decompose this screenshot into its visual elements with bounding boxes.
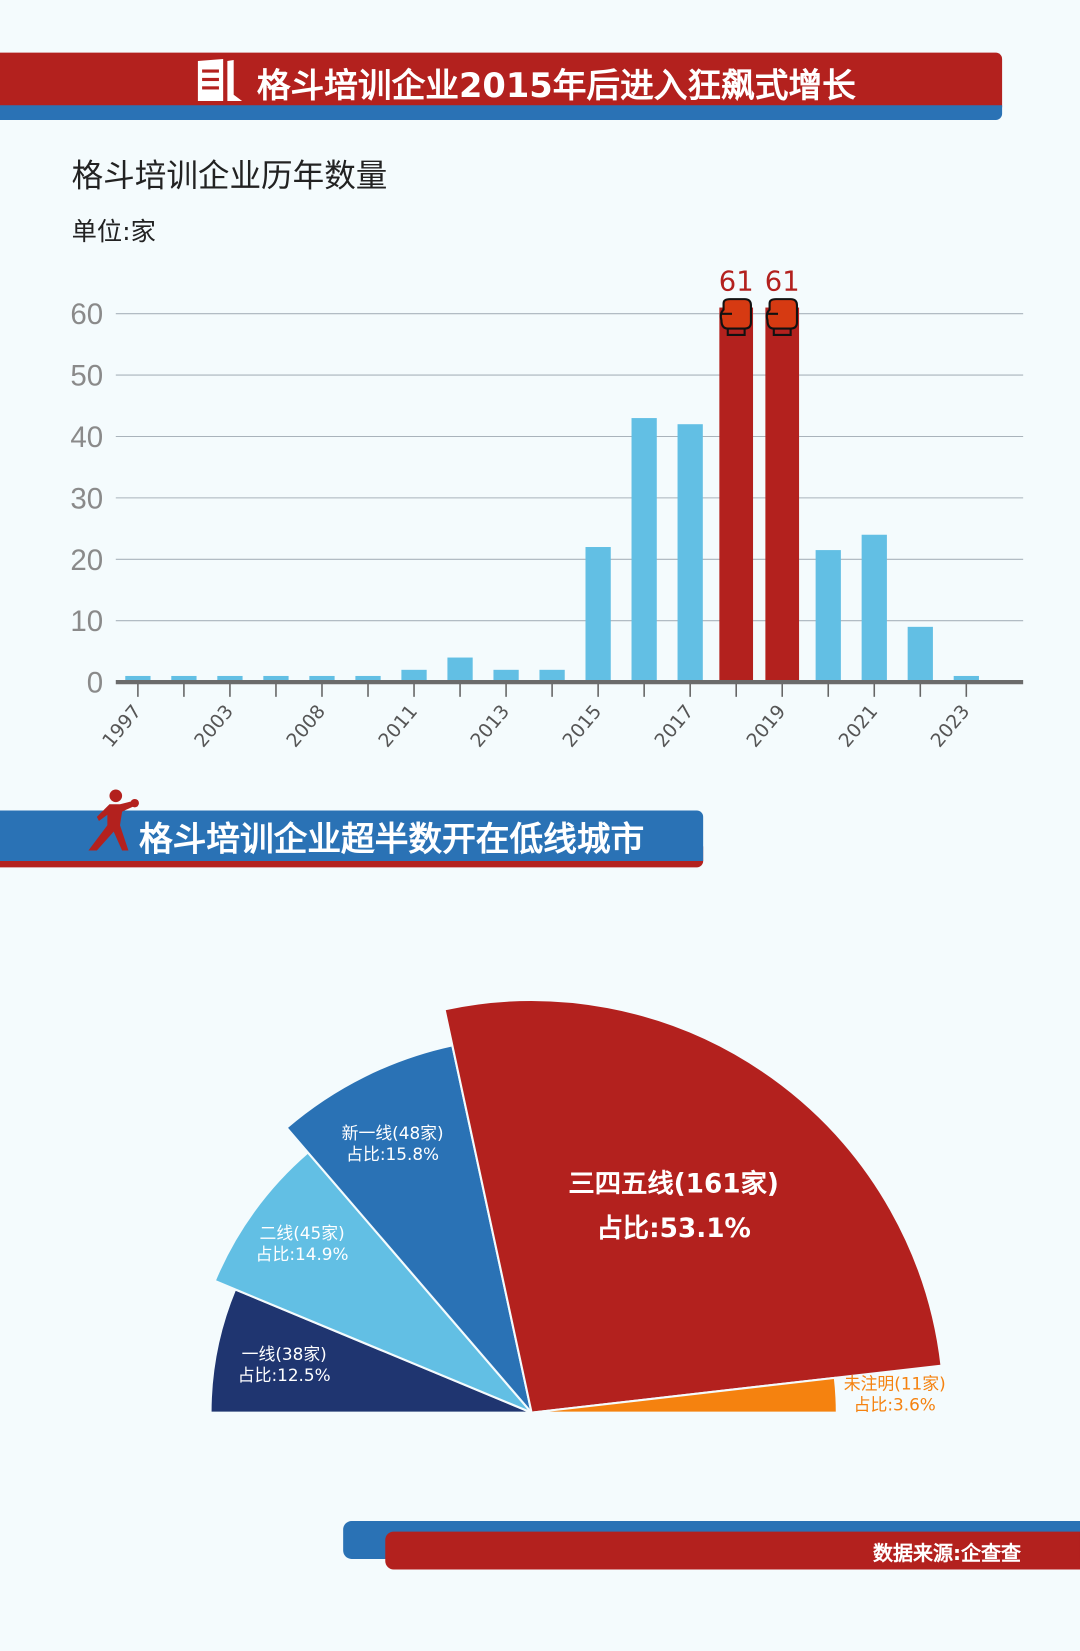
boxing-glove-icon xyxy=(765,298,799,336)
bar xyxy=(861,534,887,683)
slice-count: 三四五线(161家) xyxy=(568,1168,779,1199)
boxer-icon xyxy=(88,789,139,851)
pie-slice xyxy=(531,1376,838,1414)
bar xyxy=(677,424,703,683)
bar xyxy=(125,675,151,683)
y-tick-label: 30 xyxy=(70,482,103,515)
x-tick-label: 2021 xyxy=(834,701,882,752)
bar xyxy=(263,675,289,683)
bar xyxy=(765,307,800,683)
slice-share: 占比:14.9% xyxy=(255,1244,349,1265)
bar xyxy=(631,418,657,683)
y-tick-label: 20 xyxy=(70,544,103,577)
y-tick-label: 0 xyxy=(87,667,103,700)
pie-chart xyxy=(209,998,943,1414)
slice-share: 占比:15.8% xyxy=(346,1144,440,1165)
slice-share: 占比:53.1% xyxy=(596,1212,751,1244)
x-tick-label: 1997 xyxy=(98,701,146,752)
x-tick-label: 2019 xyxy=(742,701,790,752)
slice-label-tier1: 一线(38家) 占比:12.5% xyxy=(216,1344,353,1386)
glove-cuff xyxy=(767,312,792,336)
building-icon xyxy=(197,58,243,102)
x-tick-label: 2003 xyxy=(190,701,238,752)
bar xyxy=(719,307,754,683)
pie-slice xyxy=(209,1288,532,1414)
slice-label-new-tier1: 新一线(48家) 占比:15.8% xyxy=(324,1123,461,1165)
header1-bar xyxy=(0,52,1003,108)
slice-count: 一线(38家) xyxy=(241,1344,327,1365)
chart-unit: 单位:家 xyxy=(71,216,156,247)
glove-shape xyxy=(719,298,752,330)
chart-title: 格斗培训企业历年数量 xyxy=(71,157,388,195)
slice-count: 二线(45家) xyxy=(259,1223,345,1244)
slice-share: 占比:12.5% xyxy=(237,1365,331,1386)
pie-slice xyxy=(285,1044,533,1414)
slice-share: 占比:3.6% xyxy=(853,1394,936,1415)
bar xyxy=(815,550,841,683)
slice-label-tier2: 二线(45家) 占比:14.9% xyxy=(234,1223,371,1265)
data-label: 61 xyxy=(765,267,800,298)
bar xyxy=(953,675,979,683)
bar xyxy=(171,675,197,683)
header1-title: 格斗培训企业2015年后进入狂飙式增长 xyxy=(256,65,856,106)
bar xyxy=(539,669,565,683)
bar-chart: 0 10 20 30 40 50 60 1997 2003 2008 2011 2013 2015 201… xyxy=(70,267,1024,752)
header2-title: 格斗培训企业超半数开在低线城市 xyxy=(138,818,645,859)
slice-label-unspecified: 未注明(11家) 占比:3.6% xyxy=(832,1374,958,1416)
y-tick-label: 50 xyxy=(70,360,103,393)
bar xyxy=(309,675,335,683)
x-tick-label: 2023 xyxy=(927,701,975,752)
header1-underline xyxy=(0,105,1003,120)
slice-count: 未注明(11家) xyxy=(843,1373,946,1394)
bar xyxy=(493,669,519,683)
glove-shape xyxy=(765,298,799,330)
slice-count: 新一线(48家) xyxy=(341,1123,444,1144)
pie-slice xyxy=(443,998,943,1414)
bar xyxy=(907,626,933,683)
y-tick-label: 10 xyxy=(70,605,103,638)
x-tick-label: 2008 xyxy=(282,701,330,752)
x-tick-label: 2015 xyxy=(558,701,606,752)
bar xyxy=(447,657,473,683)
glove-cuff xyxy=(721,312,746,336)
y-tick-label: 40 xyxy=(70,421,103,454)
bar xyxy=(401,669,427,683)
pie-slice xyxy=(213,1150,533,1414)
x-tick-label: 2013 xyxy=(466,701,514,752)
footer-bar-red xyxy=(385,1531,1080,1570)
data-source: 数据来源:企查查 xyxy=(873,1542,1022,1566)
slice-label-tier345: 三四五线(161家) 占比:53.1% xyxy=(547,1162,800,1250)
data-label: 61 xyxy=(719,267,754,298)
bar xyxy=(355,675,381,683)
x-tick-label: 2017 xyxy=(650,701,698,752)
bar xyxy=(217,675,243,683)
x-tick-label: 2011 xyxy=(374,701,422,752)
y-tick-label: 60 xyxy=(70,298,103,331)
bar xyxy=(585,547,611,683)
boxing-glove-icon xyxy=(719,298,752,336)
